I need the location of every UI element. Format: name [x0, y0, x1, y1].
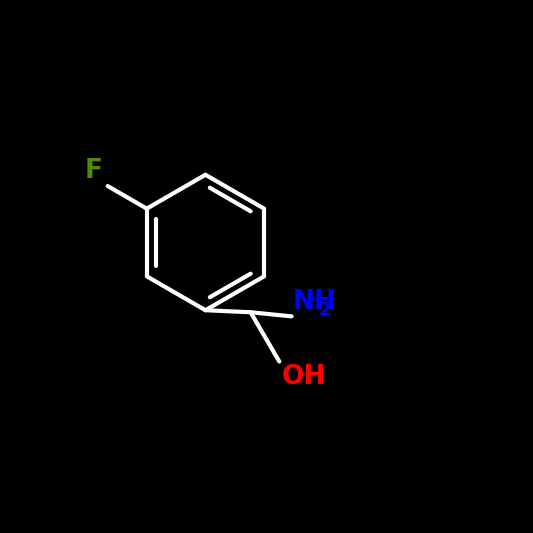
Text: 2: 2 — [319, 301, 331, 319]
Text: F: F — [85, 158, 103, 184]
Text: OH: OH — [281, 364, 326, 390]
Text: NH: NH — [293, 289, 337, 315]
